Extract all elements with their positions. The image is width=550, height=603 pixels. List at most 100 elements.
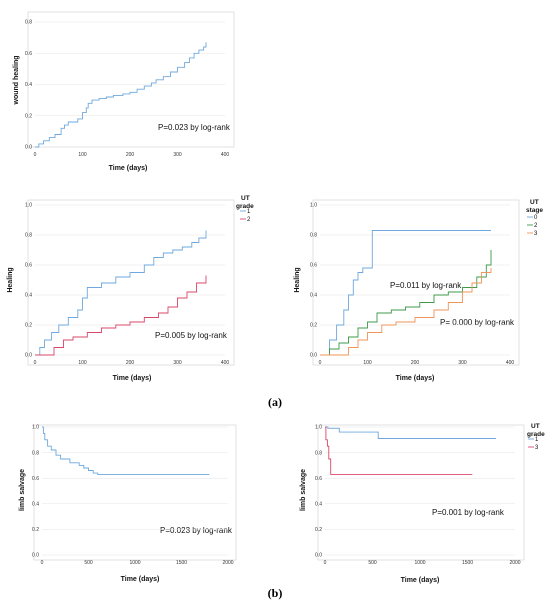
- x-tick-label: 0: [324, 560, 327, 566]
- series-line-3: [320, 268, 492, 356]
- legend-entry-label: 1: [535, 437, 539, 443]
- legend-title-line-2: grade: [236, 203, 254, 210]
- x-tick-label: 300: [458, 360, 467, 366]
- x-tick-label: 400: [506, 360, 515, 366]
- x-tick-label: 500: [368, 560, 377, 566]
- x-tick-label: 2000: [509, 560, 520, 566]
- y-tick-label: 0.6: [315, 476, 322, 482]
- x-tick-label: 0: [41, 560, 44, 566]
- y-tick-label: 0.2: [310, 323, 317, 329]
- y-tick-label: 1.0: [32, 425, 39, 431]
- x-tick-label: 400: [221, 152, 230, 158]
- series-line-1: [35, 230, 207, 356]
- p-value-annotation: P=0.001 by log-rank: [432, 508, 505, 517]
- legend-title-line-1: UT: [241, 195, 250, 202]
- chart-wound-healing: wound healing Time (days) P=0.023 by log…: [13, 11, 235, 172]
- y-tick-label: 0.0: [25, 145, 32, 151]
- x-axis-label: Time (days): [113, 375, 152, 382]
- y-tick-label: 0.0: [32, 553, 39, 559]
- y-tick-label: 0.0: [310, 353, 317, 359]
- panel-label-b: (b): [268, 586, 283, 600]
- y-axis-label: wound healing: [13, 56, 20, 106]
- y-tick-label: 0.4: [25, 82, 32, 88]
- y-axis-label: limb salvage: [300, 469, 307, 511]
- y-tick-label: 0.4: [32, 502, 39, 508]
- x-tick-label: 1000: [129, 560, 140, 566]
- y-tick-label: 1.0: [310, 203, 317, 209]
- x-tick-label: 100: [78, 152, 87, 158]
- legend-entry-label: 2: [247, 217, 251, 223]
- p-value-annotation-2: P= 0.000 by log-rank: [440, 318, 515, 327]
- y-tick-label: 1.0: [315, 425, 322, 431]
- y-tick-label: 0.2: [25, 113, 32, 119]
- legend-entry-label: 3: [535, 445, 539, 451]
- legend-entry-label: 0: [534, 215, 538, 221]
- y-axis-label: limb salvage: [19, 469, 26, 511]
- x-tick-label: 200: [126, 152, 135, 158]
- p-value-annotation: P=0.023 by log-rank: [160, 526, 233, 535]
- x-tick-label: 300: [173, 360, 182, 366]
- x-tick-label: 500: [84, 560, 93, 566]
- series-line-0: [320, 230, 491, 356]
- y-tick-label: 0.8: [310, 233, 317, 239]
- chart-healing-by-ut-stage: Healing Time (days) P=0.011 by log-rank …: [294, 199, 543, 382]
- x-tick-label: 100: [363, 360, 372, 366]
- y-tick-label: 0.2: [25, 323, 32, 329]
- x-tick-label: 100: [78, 360, 87, 366]
- x-axis-label: Time (days): [109, 165, 148, 172]
- y-tick-label: 0.6: [310, 263, 317, 269]
- x-tick-label: 0: [34, 360, 37, 366]
- y-tick-label: 0.2: [315, 527, 322, 533]
- y-tick-label: 0.6: [25, 263, 32, 269]
- y-tick-label: 1.0: [25, 203, 32, 209]
- plot-frame: [317, 424, 525, 561]
- x-tick-label: 1000: [414, 560, 425, 566]
- y-tick-label: 0.8: [25, 20, 32, 26]
- x-tick-label: 1500: [462, 560, 473, 566]
- series-line-main: [42, 426, 210, 475]
- y-tick-label: 0.4: [315, 502, 322, 508]
- y-tick-label: 0.8: [32, 450, 39, 456]
- legend-title-line-1: UT: [531, 423, 540, 430]
- x-tick-label: 200: [126, 360, 135, 366]
- series-line-2: [35, 275, 207, 356]
- y-tick-label: 0.8: [25, 233, 32, 239]
- x-tick-label: 0: [319, 360, 322, 366]
- p-value-annotation-1: P=0.011 by log-rank: [390, 281, 462, 290]
- y-tick-label: 0.0: [315, 553, 322, 559]
- x-axis-label: Time (days): [401, 577, 440, 584]
- legend-title-line-1: UT: [530, 199, 539, 206]
- y-tick-label: 0.4: [310, 293, 317, 299]
- y-tick-label: 0.0: [25, 353, 32, 359]
- legend-entry-label: 1: [247, 209, 251, 215]
- chart-limb-salvage-by-ut-grade: limb salvage Time (days) P=0.001 by log-…: [300, 423, 545, 584]
- series-line-main: [35, 42, 207, 148]
- y-axis-label: Healing: [294, 267, 301, 292]
- chart-healing-by-ut-grade: Healing Time (days) P=0.005 by log-rank …: [7, 195, 254, 382]
- legend-entry-label: 3: [534, 231, 538, 237]
- x-tick-label: 300: [173, 152, 182, 158]
- legend-title-line-2: stage: [526, 207, 543, 214]
- x-axis-label: Time (days): [121, 576, 160, 583]
- x-tick-label: 400: [221, 360, 230, 366]
- panel-label-a: (a): [268, 395, 282, 409]
- x-tick-label: 200: [411, 360, 420, 366]
- y-axis-label: Healing: [7, 267, 14, 292]
- x-tick-label: 1500: [176, 560, 187, 566]
- x-tick-label: 2000: [222, 560, 233, 566]
- x-axis-label: Time (days): [396, 375, 435, 382]
- x-tick-label: 0: [34, 152, 37, 158]
- plot-frame: [33, 424, 237, 561]
- y-tick-label: 0.6: [25, 51, 32, 57]
- y-tick-label: 0.4: [25, 293, 32, 299]
- plot-frame: [312, 199, 520, 366]
- series-line-2: [320, 250, 492, 356]
- series-line-3: [325, 426, 473, 475]
- y-tick-label: 0.8: [315, 450, 322, 456]
- p-value-annotation: P=0.023 by log-rank: [158, 123, 231, 132]
- y-tick-label: 0.6: [32, 476, 39, 482]
- legend-title-line-2: grade: [527, 431, 545, 438]
- legend-entry-label: 2: [534, 223, 538, 229]
- plot-frame: [27, 199, 235, 366]
